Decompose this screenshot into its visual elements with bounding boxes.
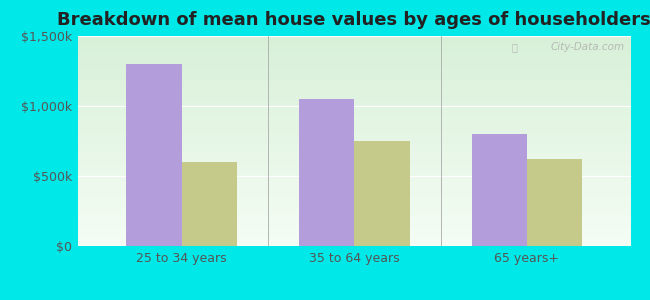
Title: Breakdown of mean house values by ages of householders: Breakdown of mean house values by ages o… — [57, 11, 650, 29]
Bar — [299, 99, 354, 246]
Text: ⓘ: ⓘ — [512, 42, 517, 52]
Bar — [527, 158, 582, 246]
Bar — [181, 162, 237, 246]
Text: City-Data.com: City-Data.com — [551, 42, 625, 52]
Bar — [126, 64, 181, 246]
Bar — [354, 141, 410, 246]
Bar — [472, 134, 527, 246]
